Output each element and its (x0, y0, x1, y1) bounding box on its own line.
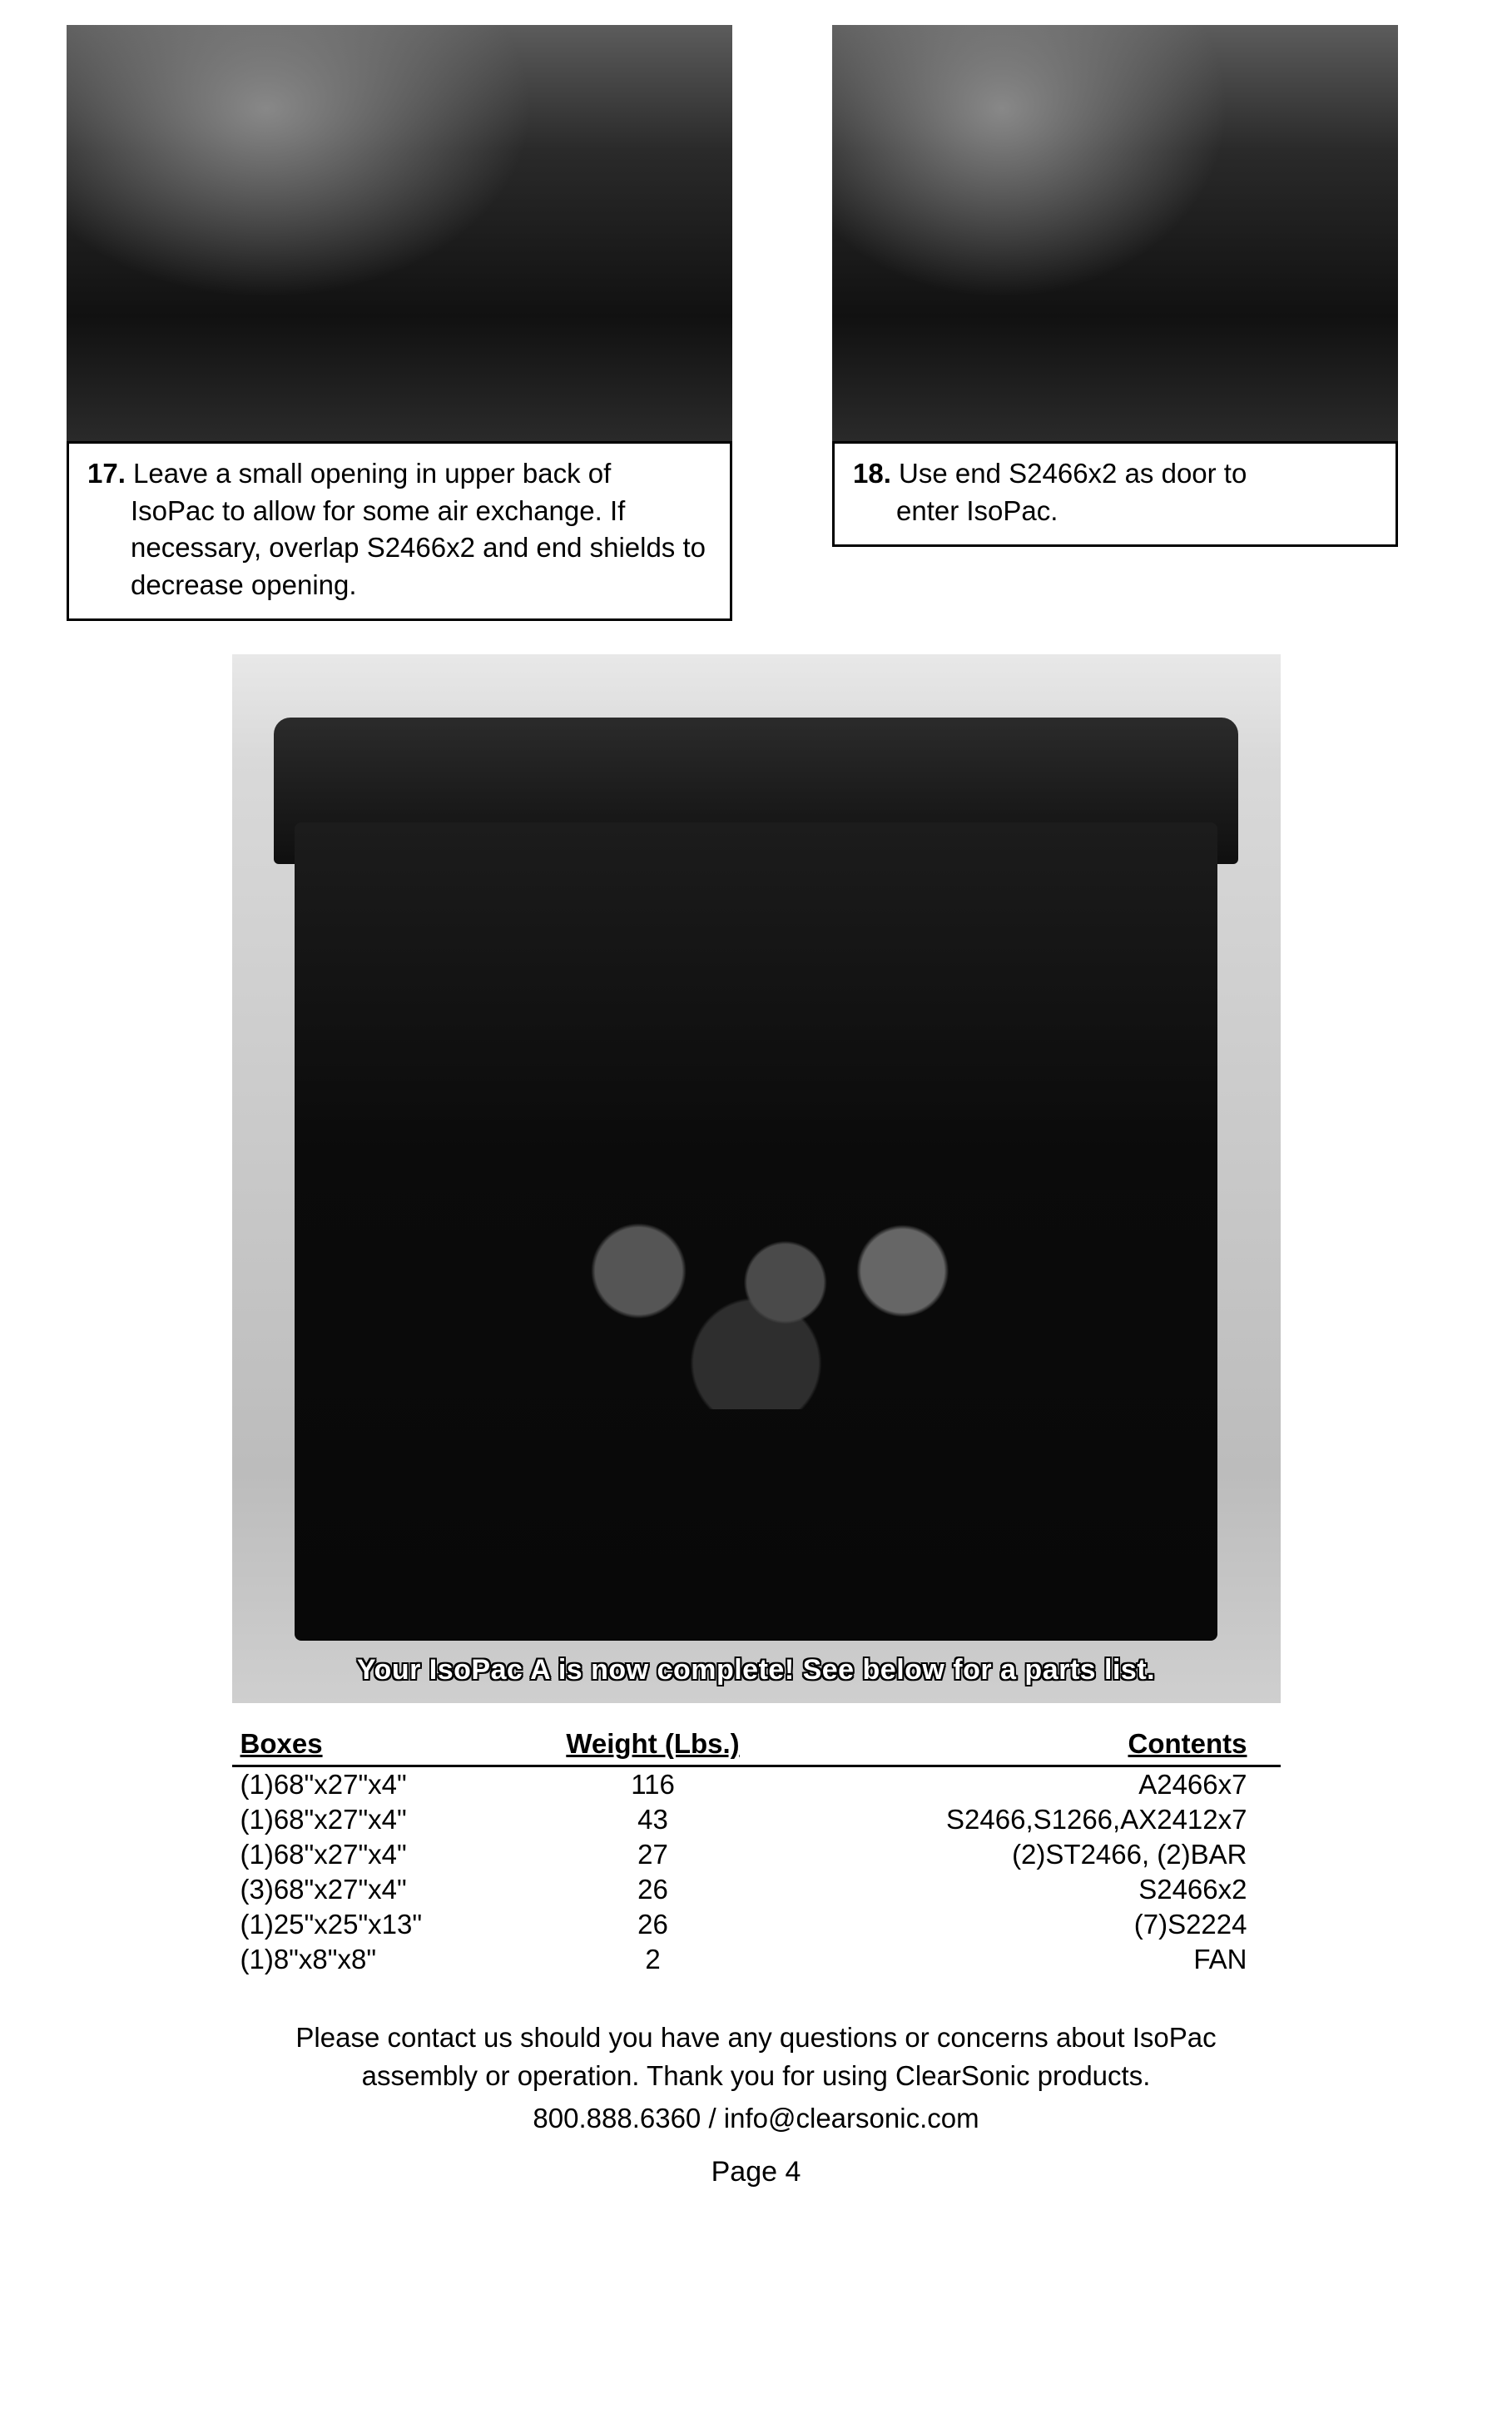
cell-weight: 26 (517, 1907, 790, 1942)
step-18-number: 18. (853, 458, 891, 489)
cell-weight: 43 (517, 1802, 790, 1837)
step-18-text-line1: Use end S2466x2 as door to (899, 458, 1247, 489)
cell-contents: S2466x2 (789, 1872, 1280, 1907)
parts-table: Boxes Weight (Lbs.) Contents (1)68"x27"x… (232, 1725, 1281, 1977)
col-header-boxes: Boxes (232, 1725, 517, 1766)
step-17: 17. Leave a small opening in upper back … (67, 25, 732, 621)
hero-photo: Your IsoPac A is now complete! See below… (232, 654, 1281, 1703)
cell-boxes: (3)68"x27"x4" (232, 1872, 517, 1907)
footer-contact: 800.888.6360 / info@clearsonic.com (67, 2099, 1445, 2138)
parts-table-wrap: Boxes Weight (Lbs.) Contents (1)68"x27"x… (67, 1725, 1445, 1977)
step-17-text-rest: IsoPac to allow for some air exchange. I… (87, 493, 711, 604)
cell-contents: (7)S2224 (789, 1907, 1280, 1942)
table-row: (1)25"x25"x13"26(7)S2224 (232, 1907, 1281, 1942)
step-17-number: 17. (87, 458, 126, 489)
cell-contents: (2)ST2466, (2)BAR (789, 1837, 1280, 1872)
table-row: (1)68"x27"x4"27(2)ST2466, (2)BAR (232, 1837, 1281, 1872)
col-header-weight: Weight (Lbs.) (517, 1725, 790, 1766)
col-header-contents: Contents (789, 1725, 1280, 1766)
cell-boxes: (1)8"x8"x8" (232, 1942, 517, 1977)
step-18-caption: 18. Use end S2466x2 as door to enter Iso… (832, 441, 1398, 547)
hero-photo-wrap: Your IsoPac A is now complete! See below… (67, 654, 1445, 1703)
table-row: (1)68"x27"x4"43S2466,S1266,AX2412x7 (232, 1802, 1281, 1837)
isopac-photo-placeholder (67, 25, 732, 441)
cell-contents: S2466,S1266,AX2412x7 (789, 1802, 1280, 1837)
table-row: (1)8"x8"x8"2FAN (232, 1942, 1281, 1977)
footer-line2: assembly or operation. Thank you for usi… (67, 2057, 1445, 2095)
page-number: Page 4 (67, 2153, 1445, 2193)
cell-boxes: (1)68"x27"x4" (232, 1802, 517, 1837)
step-18-photo (832, 25, 1398, 441)
table-row: (3)68"x27"x4"26S2466x2 (232, 1872, 1281, 1907)
step-17-text-line1: Leave a small opening in upper back of (133, 458, 611, 489)
footer: Please contact us should you have any qu… (67, 2019, 1445, 2192)
table-header-row: Boxes Weight (Lbs.) Contents (232, 1725, 1281, 1766)
cell-boxes: (1)25"x25"x13" (232, 1907, 517, 1942)
hero-drums (463, 1179, 1050, 1409)
cell-contents: A2466x7 (789, 1766, 1280, 1803)
cell-weight: 26 (517, 1872, 790, 1907)
cell-weight: 2 (517, 1942, 790, 1977)
cell-contents: FAN (789, 1942, 1280, 1977)
step-17-caption: 17. Leave a small opening in upper back … (67, 441, 732, 621)
footer-line1: Please contact us should you have any qu… (67, 2019, 1445, 2057)
instruction-steps-row: 17. Leave a small opening in upper back … (67, 25, 1445, 621)
cell-weight: 116 (517, 1766, 790, 1803)
hero-caption: Your IsoPac A is now complete! See below… (232, 1654, 1281, 1686)
cell-boxes: (1)68"x27"x4" (232, 1837, 517, 1872)
table-row: (1)68"x27"x4"116A2466x7 (232, 1766, 1281, 1803)
isopac-photo-placeholder (832, 25, 1398, 441)
cell-weight: 27 (517, 1837, 790, 1872)
step-18-text-rest: enter IsoPac. (853, 493, 1377, 530)
step-17-photo (67, 25, 732, 441)
cell-boxes: (1)68"x27"x4" (232, 1766, 517, 1803)
step-18: 18. Use end S2466x2 as door to enter Iso… (832, 25, 1398, 547)
